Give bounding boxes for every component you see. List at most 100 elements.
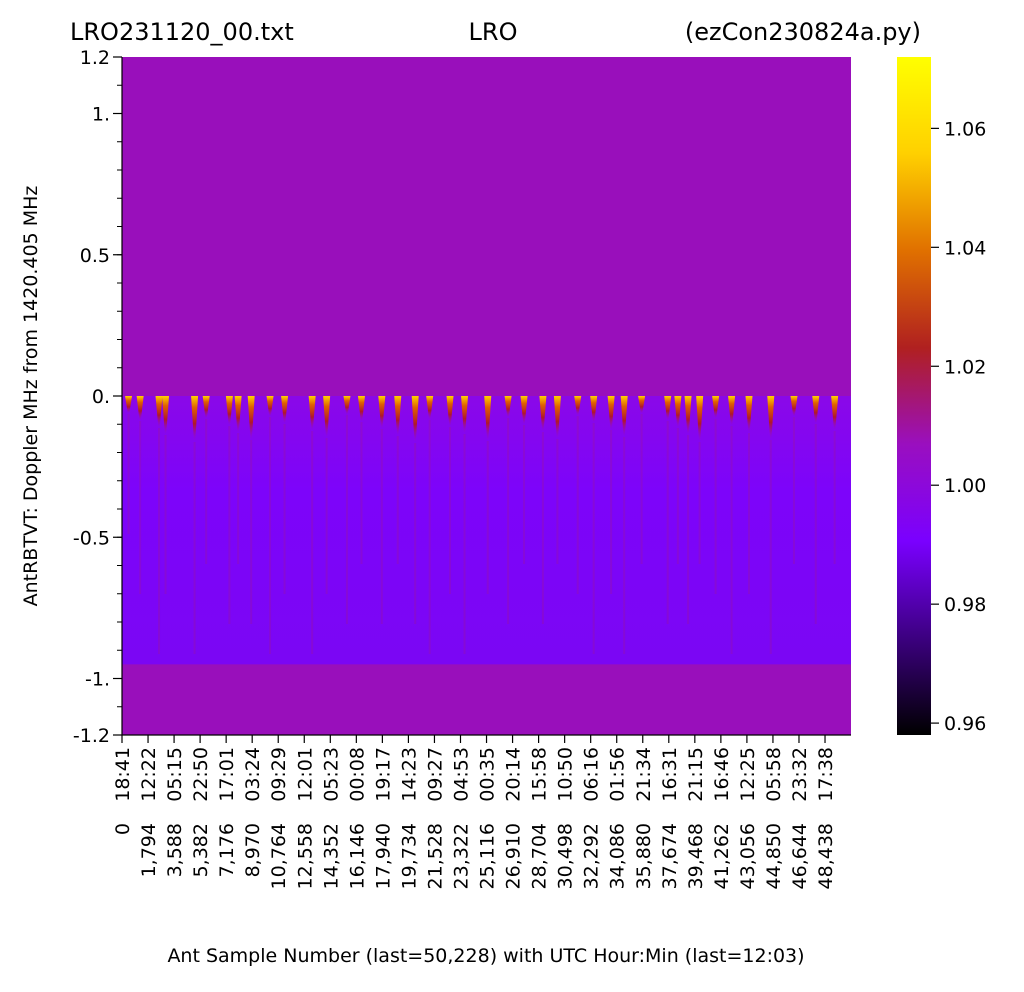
- y-tick-label: 1.2: [80, 47, 110, 69]
- x-tick-time-label: 22:50: [190, 747, 212, 802]
- heatmap-spike: [812, 396, 820, 424]
- x-tick-sample-label: 14,352: [320, 823, 342, 889]
- heatmap-spike: [394, 396, 402, 436]
- y-axis: 1.2 1. 0.5 0. -0.5 -1. -1.2: [73, 47, 123, 747]
- heatmap-spike: [162, 396, 170, 435]
- x-tick-sample-label: 30,498: [555, 823, 577, 889]
- x-tick-sample-label: 28,704: [529, 823, 551, 889]
- y-tick-label: 0.5: [80, 245, 110, 267]
- heatmap-spike: [620, 396, 628, 437]
- x-tick-sample-label: 32,292: [581, 823, 603, 889]
- x-tick-sample-label: 1,794: [138, 823, 160, 877]
- heatmap-spike: [323, 396, 331, 438]
- heatmap-spike: [607, 396, 615, 430]
- heatmap-spike: [426, 396, 434, 420]
- y-axis-label: AntRBTVT: Doppler MHz from 1420.405 MHz: [20, 186, 42, 607]
- x-tick-time-label: 04:53: [450, 747, 472, 802]
- x-tick-time-label: 12:01: [294, 747, 316, 802]
- y-tick-label: -1.2: [73, 725, 110, 747]
- x-tick-time-label: 05:58: [763, 747, 785, 802]
- y-tick-label: 1.: [92, 104, 110, 126]
- x-tick-sample-label: 26,910: [503, 823, 525, 889]
- x-tick-time-label: 17:01: [216, 747, 238, 802]
- heatmap-spike: [553, 396, 561, 439]
- heatmap-spike: [574, 396, 582, 416]
- x-tick-time-label: 23:32: [789, 747, 811, 802]
- heatmap-spike: [155, 396, 163, 428]
- y-tick-label: -0.5: [73, 527, 110, 549]
- heatmap-spike: [484, 396, 492, 441]
- heatmap-spike: [831, 396, 839, 431]
- x-tick-sample-label: 17,940: [372, 823, 394, 889]
- heatmap-spike: [664, 396, 672, 421]
- colorbar-tick-label: 0.98: [944, 594, 986, 616]
- x-tick-time-label: 12:22: [138, 747, 160, 802]
- x-tick-time-label: 19:17: [372, 747, 394, 802]
- colorbar-tick-label: 1.04: [944, 237, 986, 259]
- x-tick-sample-label: 25,116: [477, 823, 499, 889]
- x-tick-time-label: 20:14: [503, 747, 525, 802]
- x-tick-sample-label: 23,322: [450, 823, 472, 889]
- heatmap-spike: [357, 396, 365, 422]
- heatmap-spike: [125, 396, 133, 414]
- x-tick-time-label: 06:16: [581, 747, 603, 802]
- x-tick-sample-label: 10,764: [268, 823, 290, 889]
- heatmap-spike: [520, 396, 528, 425]
- colorbar-tick-label: 0.96: [944, 713, 986, 735]
- x-tick-time-label: 12:25: [737, 747, 759, 802]
- x-tick-sample-label: 48,438: [815, 823, 837, 889]
- x-tick-time-label: 09:27: [424, 747, 446, 802]
- heatmap-plot-area: [122, 57, 851, 735]
- x-tick-sample-label: 0: [112, 823, 134, 835]
- x-tick-sample-label: 21,528: [424, 823, 446, 889]
- heatmap-spike: [191, 396, 199, 442]
- x-tick-time-label: 17:38: [815, 747, 837, 802]
- heatmap-spike: [539, 396, 547, 432]
- colorbar-gradient: [897, 57, 931, 735]
- x-tick-sample-label: 37,674: [659, 823, 681, 889]
- heatmap-spike: [767, 396, 775, 440]
- x-tick-sample-label: 39,468: [685, 823, 707, 889]
- heatmap-spike: [638, 396, 646, 414]
- x-tick-sample-label: 35,880: [633, 823, 655, 889]
- heatmap-band: [122, 396, 851, 665]
- heatmap-spike: [411, 396, 419, 443]
- heatmap-spike: [446, 396, 454, 427]
- x-tick-time-label: 01:56: [607, 747, 629, 802]
- y-tick-label: -1.: [85, 669, 110, 691]
- x-tick-time-label: 14:23: [398, 747, 420, 802]
- heatmap-spike: [745, 396, 753, 433]
- x-tick-time-label: 00:08: [346, 747, 368, 802]
- heatmap-spike: [225, 396, 233, 426]
- chart-title-center: LRO: [469, 18, 518, 46]
- colorbar-tick-label: 1.06: [944, 118, 986, 140]
- x-tick-time-label: 09:29: [268, 747, 290, 802]
- heatmap-spike: [504, 396, 512, 418]
- heatmap-spike: [684, 396, 692, 435]
- x-tick-time-label: 00:35: [477, 747, 499, 802]
- chart-title-left: LRO231120_00.txt: [70, 18, 294, 46]
- x-tick-sample-label: 16,146: [346, 823, 368, 889]
- x-tick-sample-label: 19,734: [398, 823, 420, 889]
- heatmap-spike: [136, 396, 144, 421]
- colorbar-tick-label: 1.00: [944, 475, 986, 497]
- heatmap-spike: [790, 396, 798, 417]
- chart-title-right: (ezCon230824a.py): [685, 18, 921, 46]
- x-tick-time-label: 15:58: [529, 747, 551, 802]
- heatmap-spike: [590, 396, 598, 423]
- x-axis-label: Ant Sample Number (last=50,228) with UTC…: [167, 945, 804, 967]
- x-tick-time-label: 03:24: [242, 747, 264, 802]
- x-tick-sample-label: 7,176: [216, 823, 238, 877]
- x-tick-sample-label: 3,588: [164, 823, 186, 877]
- x-tick-time-label: 16:46: [711, 747, 733, 802]
- x-tick-sample-label: 41,262: [711, 823, 733, 889]
- x-tick-time-label: 21:15: [685, 747, 707, 802]
- x-tick-sample-label: 5,382: [190, 823, 212, 877]
- heatmap-spike: [728, 396, 736, 426]
- y-tick-label: 0.: [92, 386, 110, 408]
- x-tick-time-label: 10:50: [555, 747, 577, 802]
- x-tick-sample-label: 8,970: [242, 823, 264, 877]
- x-tick-time-label: 05:15: [164, 747, 186, 802]
